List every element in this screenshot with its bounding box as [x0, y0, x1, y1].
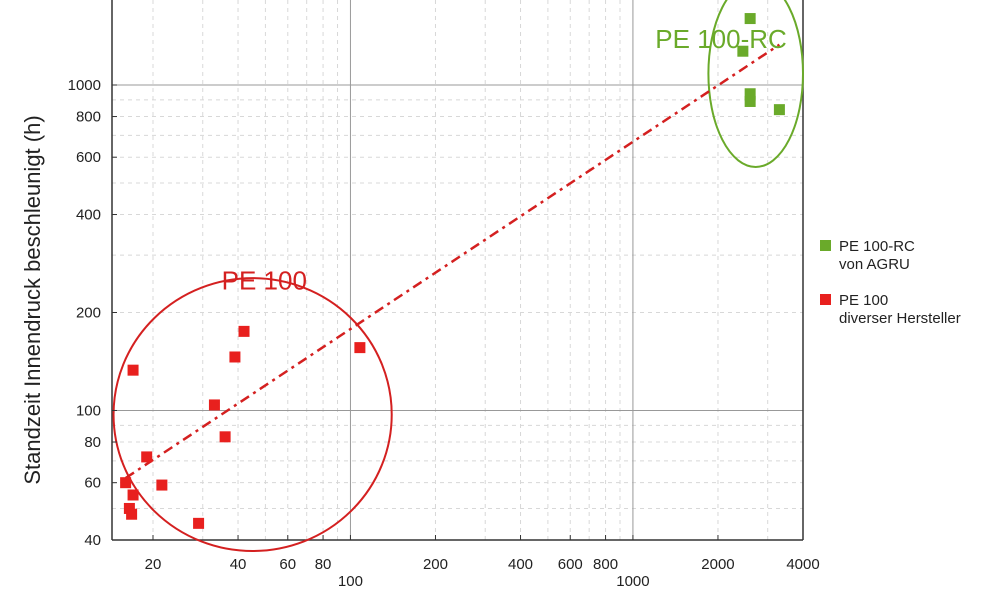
annotation-label: PE 100 [222, 266, 307, 296]
data-point-series-0 [773, 104, 785, 116]
group-ellipse-0 [707, 0, 804, 168]
data-point-series-1 [208, 399, 220, 411]
x-tick-label: 2000 [701, 556, 734, 573]
x-tick-label: 1000 [616, 573, 649, 590]
annotations: PE 100-RC PE 100 [222, 24, 787, 296]
y-tick-label: 1000 [68, 77, 101, 94]
y-tick-label: 400 [76, 207, 101, 224]
x-tick-label: 400 [508, 556, 533, 573]
x-tick-label: 20 [145, 556, 162, 573]
y-tick-label: 200 [76, 305, 101, 322]
data-point-series-0 [744, 95, 756, 107]
x-tick-label: 800 [593, 556, 618, 573]
data-point-series-0 [744, 13, 756, 25]
grid-lines [111, 0, 804, 541]
legend-label: PE 100-RC [839, 238, 915, 255]
x-tick-label: 60 [279, 556, 296, 573]
legend-label: von AGRU [839, 256, 910, 273]
y-axis-ticks: 40 60 80 100 200 400 600 800 1000 [68, 77, 117, 549]
data-point-series-1 [354, 342, 366, 354]
data-point-series-1 [120, 477, 132, 489]
legend-label: diverser Hersteller [839, 310, 961, 327]
x-tick-label: 4000 [786, 556, 819, 573]
data-point-series-1 [219, 431, 231, 443]
data-point-series-1 [141, 451, 153, 463]
annotation-label: PE 100-RC [655, 24, 787, 54]
data-point-series-1 [156, 479, 168, 491]
data-point-series-1 [238, 325, 250, 337]
data-point-series-1 [126, 508, 138, 520]
trendline [124, 43, 781, 480]
y-tick-label: 600 [76, 149, 101, 166]
y-tick-label: 60 [84, 475, 101, 492]
group-ellipse-1 [112, 277, 393, 553]
data-point-series-0 [737, 45, 749, 57]
legend-swatch-1 [820, 294, 831, 305]
y-tick-label: 800 [76, 109, 101, 126]
data-point-series-1 [229, 351, 241, 363]
data-point-series-1 [127, 489, 139, 501]
data-points [120, 13, 785, 529]
y-tick-label: 100 [76, 402, 101, 419]
data-point-series-1 [193, 517, 205, 529]
x-tick-label: 600 [558, 556, 583, 573]
data-point-series-0 [744, 88, 756, 100]
data-point-series-1 [127, 364, 139, 376]
y-axis-label: Standzeit Innendruck beschleunigt (h) [20, 115, 45, 484]
data-point-series-1 [123, 502, 135, 514]
group-ellipses [112, 0, 804, 553]
x-tick-label: 200 [423, 556, 448, 573]
y-tick-label: 80 [84, 434, 101, 451]
x-tick-label: 80 [315, 556, 332, 573]
x-tick-label: 100 [338, 573, 363, 590]
legend-swatch-0 [820, 240, 831, 251]
trendline-group [124, 43, 781, 480]
y-tick-label: 40 [84, 532, 101, 549]
legend-label: PE 100 [839, 292, 888, 309]
x-tick-label: 40 [230, 556, 247, 573]
